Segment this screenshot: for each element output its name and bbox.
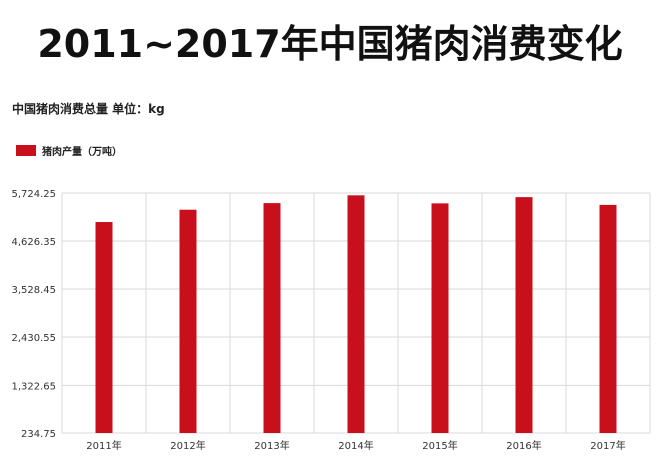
x-tick-label: 2016年 [506,439,541,452]
chart-subtitle: 中国猪肉消费总量 单位：kg [12,102,165,116]
y-tick-label: 2,430.55 [11,333,56,344]
bar [95,222,113,433]
legend-label: 猪肉产量（万吨） [42,146,122,158]
legend-swatch [16,144,36,156]
chart-title: 2011~2017年中国猪肉消费变化 [37,22,623,66]
x-tick-label: 2014年 [338,439,373,452]
y-tick-label: 1,322.65 [11,381,56,392]
x-tick-label: 2011年 [86,439,121,452]
y-tick-label: 3,528.45 [11,285,56,296]
bar [431,203,449,433]
bar [515,197,533,433]
x-tick-label: 2015年 [422,439,457,452]
y-tick-label: 234.75 [21,429,56,440]
x-tick-label: 2017年 [590,439,625,452]
y-tick-label: 5,724.25 [11,189,56,200]
x-tick-label: 2012年 [170,439,205,452]
bar [599,204,617,433]
bar [179,209,197,433]
x-tick-label: 2013年 [254,439,289,452]
bar [347,195,365,433]
bar [263,203,281,433]
y-tick-label: 4,626.35 [11,237,56,248]
legend: 猪肉产量（万吨） [16,143,122,158]
